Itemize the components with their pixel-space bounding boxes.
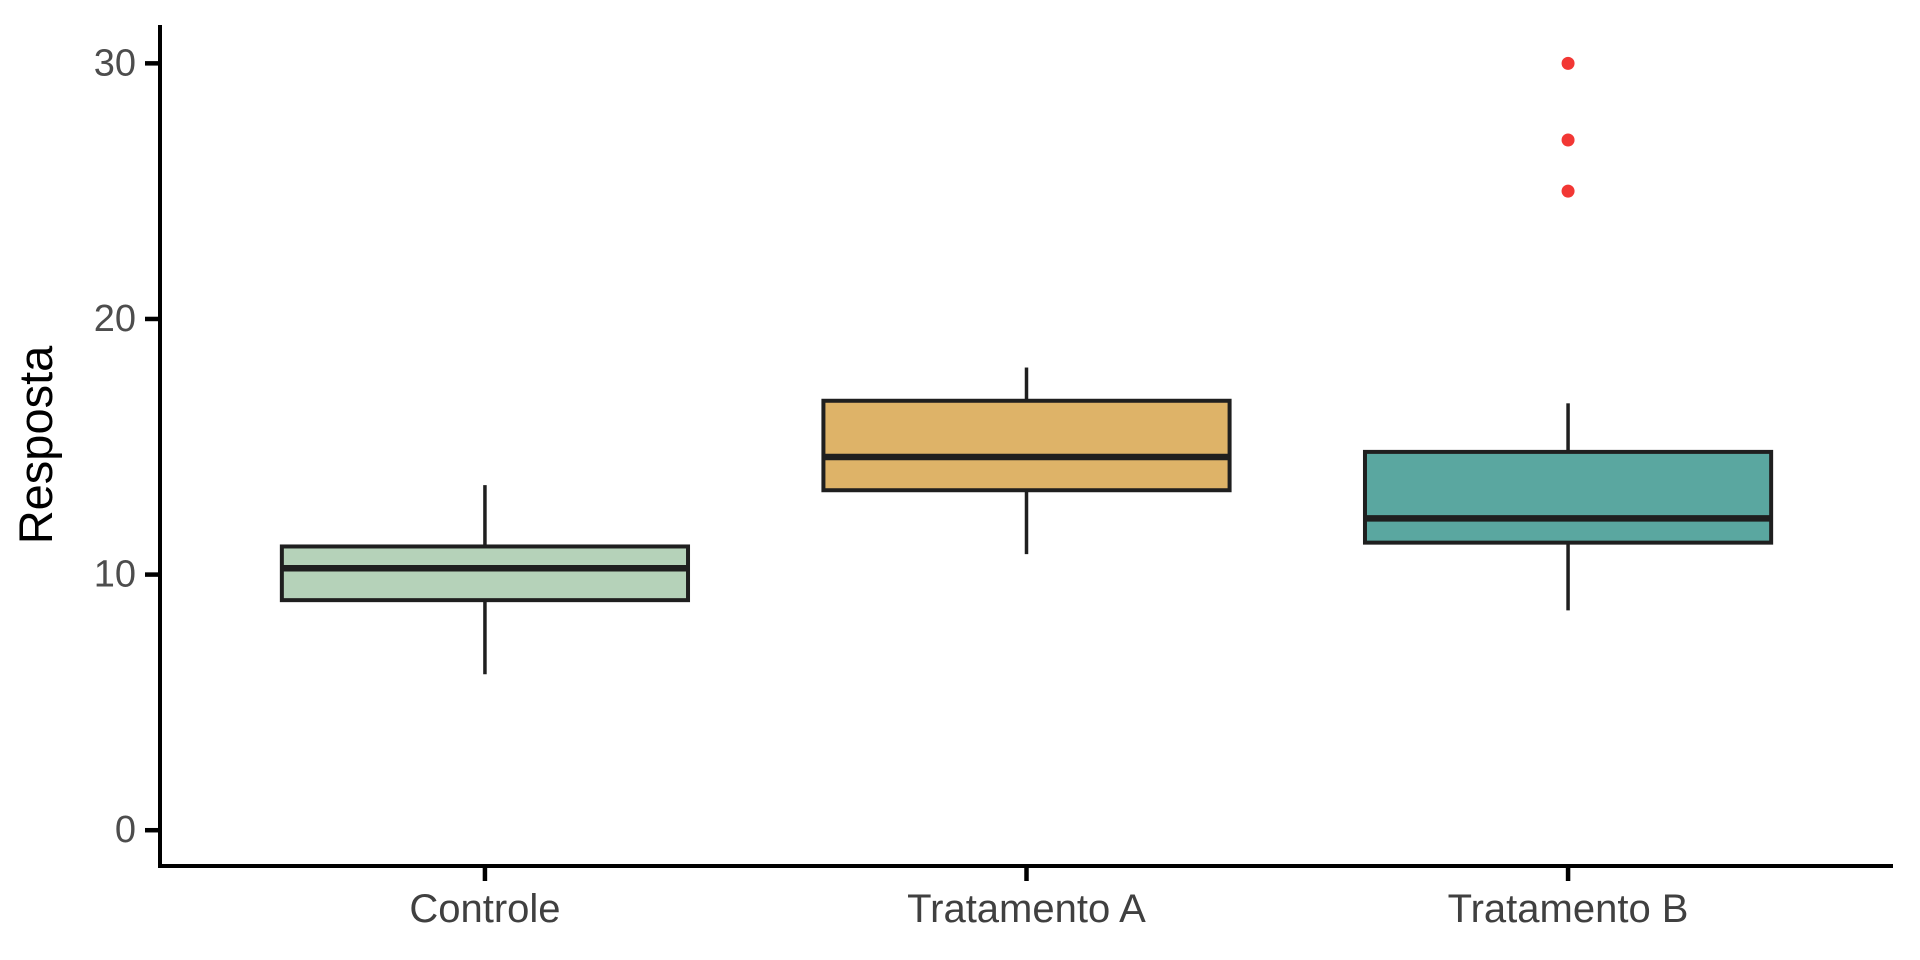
whiskers-layer xyxy=(483,367,1570,675)
outlier-point-tratamento-b xyxy=(1561,184,1575,198)
box-controle xyxy=(279,544,691,603)
y-tick-label: 30 xyxy=(94,42,136,84)
y-axis-title: Resposta xyxy=(9,345,62,544)
box-tratamento-b xyxy=(1362,449,1774,545)
y-axis: 0 10 20 30 xyxy=(94,25,162,868)
y-tick-label: 10 xyxy=(94,554,136,596)
boxes-layer xyxy=(279,398,1774,603)
x-category-label: Tratamento A xyxy=(907,887,1146,931)
outliers-layer xyxy=(1561,56,1575,198)
y-tick-label: 20 xyxy=(94,298,136,340)
outlier-point-tratamento-b xyxy=(1561,133,1575,147)
x-category-label: Controle xyxy=(409,887,560,931)
x-category-label: Tratamento B xyxy=(1448,887,1689,931)
box-tratamento-a xyxy=(821,398,1232,493)
y-tick-label: 0 xyxy=(115,809,136,851)
outlier-point-tratamento-b xyxy=(1561,56,1575,70)
x-axis: Controle Tratamento A Tratamento B xyxy=(158,864,1893,931)
